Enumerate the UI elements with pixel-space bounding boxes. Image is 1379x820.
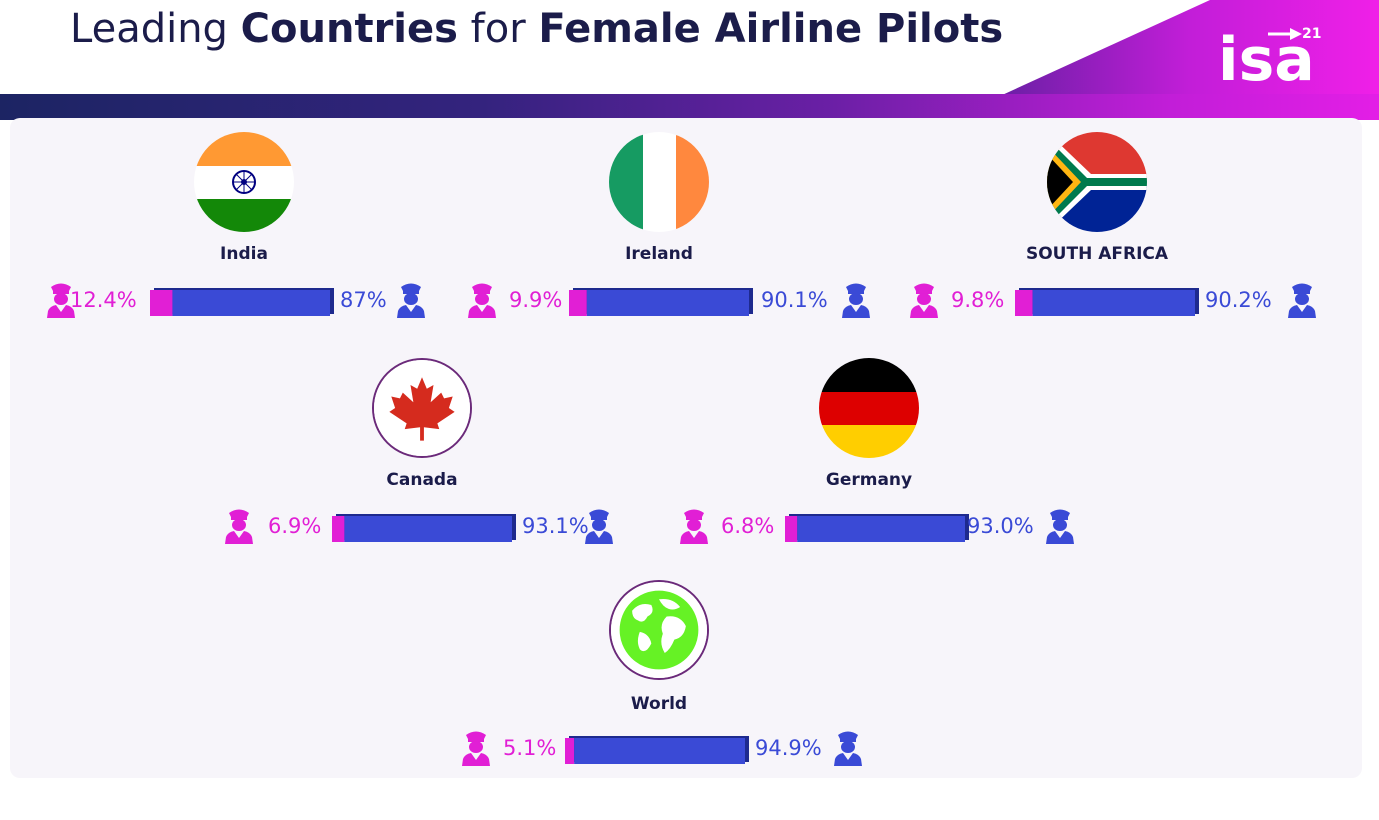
country-block-ireland: Ireland 9.9% 90.1% [449,132,870,372]
page-title: Leading Countries for Female Airline Pil… [70,6,1004,52]
male-pilot-icon [1043,506,1077,544]
header-band [0,94,1379,120]
ireland-flag-icon [609,132,709,232]
pilot-ratio-row: 12.4% 87% [34,280,454,320]
female-percentage-label: 9.9% [509,288,563,312]
male-share-bar [574,738,745,764]
world-globe-icon [609,580,709,680]
female-pilot-icon [222,506,256,544]
germany-flag-icon [819,358,919,458]
header-decoration [1000,0,1379,96]
male-share-bar [797,516,965,542]
pilot-ratio-row: 6.9% 93.1% [212,506,632,546]
male-share-bar [1032,290,1195,316]
country-name: Ireland [625,244,693,264]
male-share-bar [344,516,512,542]
female-percentage-label: 12.4% [70,288,137,312]
female-share-bar [1015,290,1033,316]
female-share-bar [785,516,798,542]
ratio-bar [150,288,336,316]
country-block-south-africa: SOUTH AFRICA 9.8% 90.2% [887,132,1316,372]
pilot-ratio-row: 6.8% 93.0% [659,506,1079,546]
female-share-bar [150,290,173,316]
male-pilot-icon [582,506,616,544]
ratio-bar [785,514,971,542]
country-block-canada: Canada 6.9% 93.1% [212,358,632,598]
female-percentage-label: 5.1% [503,736,557,760]
logo-superscript: 21 [1302,26,1321,42]
female-pilot-icon [465,280,499,318]
pilot-ratio-row: 9.9% 90.1% [449,280,870,320]
male-percentage-label: 87% [340,288,387,312]
south-africa-flag-icon [1047,132,1147,232]
ratio-bar [569,288,755,316]
country-block-germany: Germany 6.8% 93.0% [659,358,1079,598]
canada-flag-icon [372,358,472,458]
male-percentage-label: 93.0% [967,514,1034,538]
logo-text: isa [1218,25,1315,90]
female-share-bar [569,290,587,316]
india-flag-icon [194,132,294,232]
female-percentage-label: 6.8% [721,514,775,538]
female-percentage-label: 6.9% [268,514,322,538]
male-pilot-icon [394,280,428,318]
country-block-india: India 12.4% 87% [34,132,454,372]
female-pilot-icon [907,280,941,318]
male-share-bar [586,290,749,316]
male-percentage-label: 94.9% [755,736,822,760]
country-name: World [630,694,688,714]
country-name: Germany [825,470,913,490]
male-percentage-label: 93.1% [522,514,589,538]
male-pilot-icon [1285,280,1319,318]
country-name: SOUTH AFRICA [1025,244,1169,264]
female-pilot-icon [459,728,493,766]
male-percentage-label: 90.2% [1205,288,1272,312]
pilot-ratio-row: 5.1% 94.9% [449,728,869,768]
female-percentage-label: 9.8% [951,288,1005,312]
pilot-ratio-row: 9.8% 90.2% [887,280,1316,320]
country-name: India [220,244,268,264]
female-share-bar [565,738,575,764]
male-percentage-label: 90.1% [761,288,828,312]
country-block-world: World 5.1% 94.9% [449,580,869,820]
ratio-bar [332,514,518,542]
female-pilot-icon [677,506,711,544]
ratio-bar [565,736,751,764]
country-name: Canada [386,470,458,490]
ratio-bar [1015,288,1201,316]
isa21-logo: isa 21 [1218,25,1321,90]
male-pilot-icon [831,728,865,766]
male-share-bar [172,290,330,316]
female-share-bar [332,516,345,542]
male-pilot-icon [839,280,873,318]
